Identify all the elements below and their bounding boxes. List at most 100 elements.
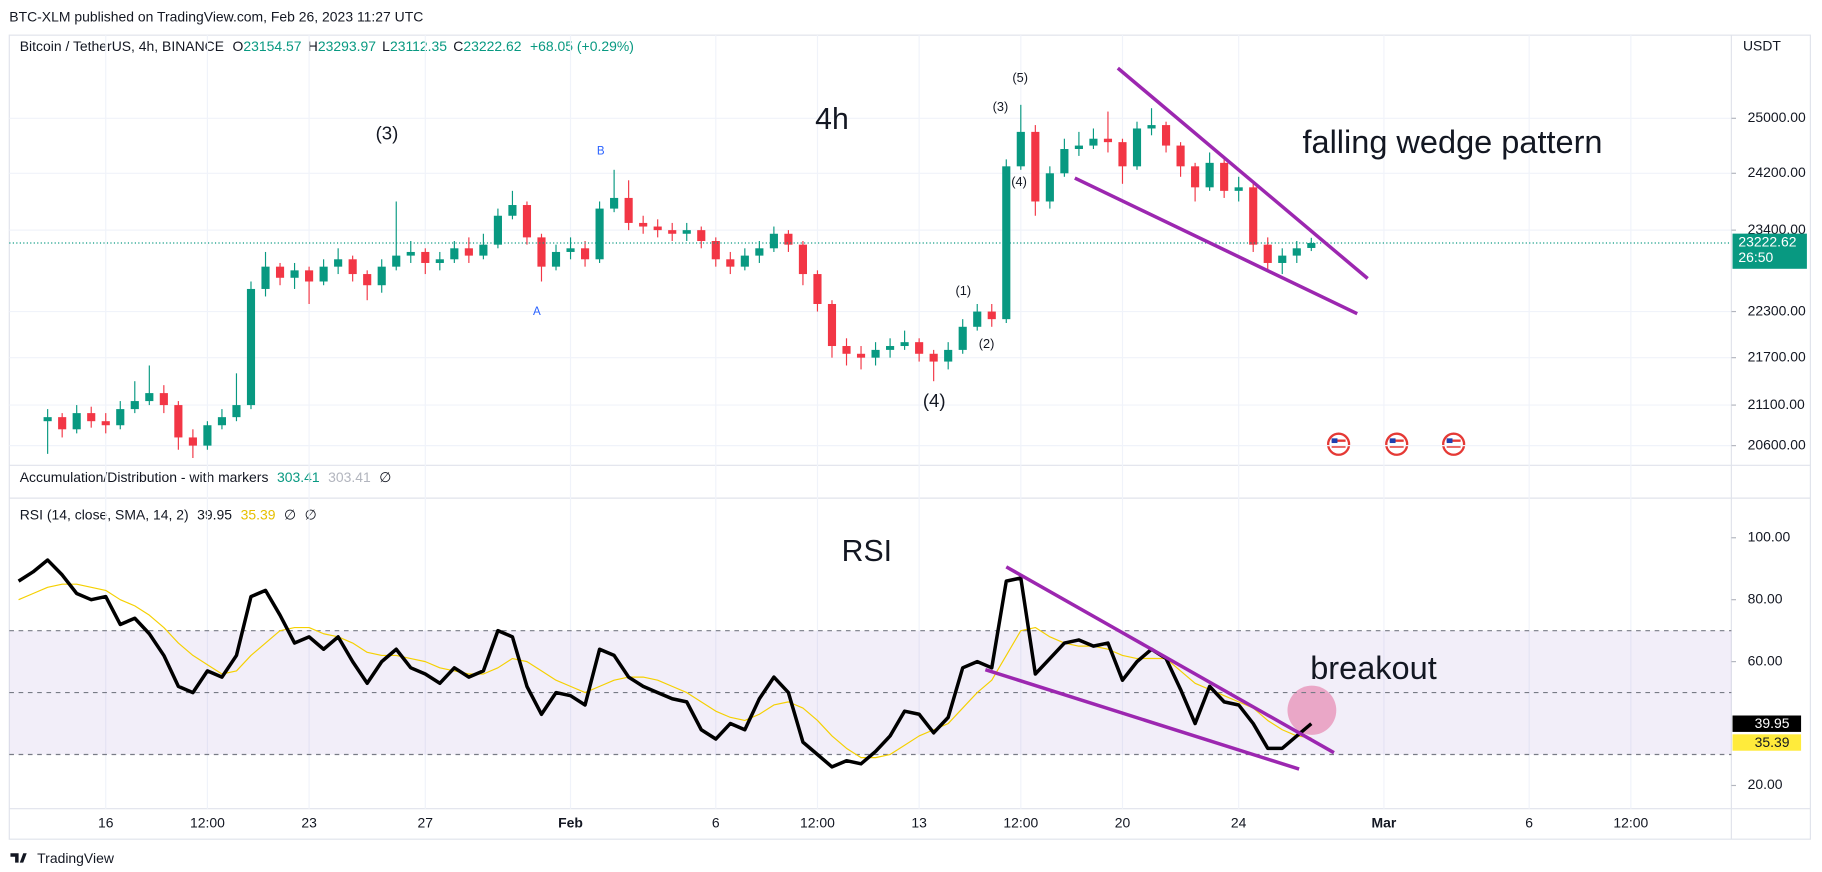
candle-body [290,270,299,278]
currency: USDT [1743,38,1781,54]
candle-body [784,233,793,245]
candle-body [217,417,227,426]
candle-body [813,274,822,304]
candle-body [1074,145,1083,150]
candle-body [1278,255,1287,263]
candle-body [1132,128,1142,167]
rsi-value: 39.95 [197,506,232,522]
candle-body [697,230,706,242]
frame [8,34,1811,840]
x-tick-label: 24 [1231,815,1247,831]
candle-body [580,248,590,260]
candle-body [1263,244,1272,263]
candle-body [1161,125,1171,146]
ohlc-value: 23222.62 [463,38,521,54]
candle-body [72,413,81,430]
candle-body [755,248,764,256]
candle-body [406,251,415,256]
x-tick-label: 13 [911,815,927,831]
candle-body [682,230,691,234]
candle-body [566,248,575,252]
candle-body [101,421,110,426]
candle-body [508,205,517,216]
candle-body [450,248,459,260]
candle-body [973,311,982,327]
candle-body [159,393,168,406]
candle-body [551,251,561,267]
x-tick-label: 23 [301,815,317,831]
rsi-na: ∅ [284,506,296,522]
candle-body [915,342,924,354]
ad-legend: Accumulation/Distribution - with markers… [20,469,392,485]
rsi-line [17,558,1313,769]
x-tick-label: Feb [558,815,583,831]
candle-body [610,197,619,209]
candle-body [871,349,880,358]
candle-body [435,259,444,263]
candle-body [479,244,488,256]
published-note: BTC-XLM published on TradingView.com, Fe… [9,8,423,24]
candle-body [624,197,633,223]
candle-body [740,255,749,267]
x-tick-label: 12:00 [800,815,835,831]
x-tick-label: 16 [98,815,114,831]
candle-body [827,303,837,347]
ad-value: 303.41 [277,469,320,485]
x-tick-label: 27 [418,815,434,831]
annotation: (4) [923,390,946,411]
candle-body [421,251,430,263]
candle-body [1176,145,1185,167]
rsi-sma-value: 35.39 [241,506,276,522]
rsi-na: ∅ [305,506,317,522]
candle-body [522,205,532,238]
candle-body [944,349,953,362]
x-tick-label: Mar [1372,815,1397,831]
y-tick-label: 80.00 [1748,590,1783,606]
candle-body [130,401,139,410]
trendline [984,667,1300,771]
candle-body [1147,125,1156,129]
candle-body [305,270,314,282]
candle-body [174,405,183,438]
candle-body [203,425,212,446]
candle-body [842,346,851,354]
candle-body [58,417,67,430]
annotation: (1) [955,283,971,298]
change: +68.05 (+0.29%) [530,38,634,54]
y-tick-label: 20600.00 [1748,436,1806,452]
candle-body [595,208,604,260]
annotation: RSI [842,535,892,568]
candle-body [1307,243,1316,248]
candle-body [464,248,473,256]
candle-body [1249,187,1258,245]
annotation: falling wedge pattern [1302,123,1602,160]
candle-body [1016,131,1025,167]
candle-body [856,353,866,358]
candle-body [798,244,808,275]
y-tick-label: 23400.00 [1748,221,1806,237]
annotation: (2) [979,336,995,351]
candle-body [639,222,648,227]
candle-body [1103,138,1113,143]
event-icons[interactable] [1326,432,1466,456]
x-tick-label: 6 [1525,815,1533,831]
candle-body [1045,173,1054,202]
candle-body [392,255,401,267]
candle-body [1118,142,1127,167]
event-icon[interactable] [1442,432,1466,456]
candle-body [668,230,677,234]
candle-body [958,326,967,350]
annotation: B [597,144,605,157]
annotation: (4) [1011,174,1027,189]
breakout-marker [1287,685,1337,735]
event-icon[interactable] [1385,432,1409,456]
ohlc-label: O [233,38,244,54]
candle-body [188,437,197,446]
value-box [1732,715,1802,732]
candle-body [653,226,662,231]
event-icon[interactable] [1326,432,1351,456]
y-tick-label: 21700.00 [1748,348,1806,364]
candle-body [246,288,256,406]
